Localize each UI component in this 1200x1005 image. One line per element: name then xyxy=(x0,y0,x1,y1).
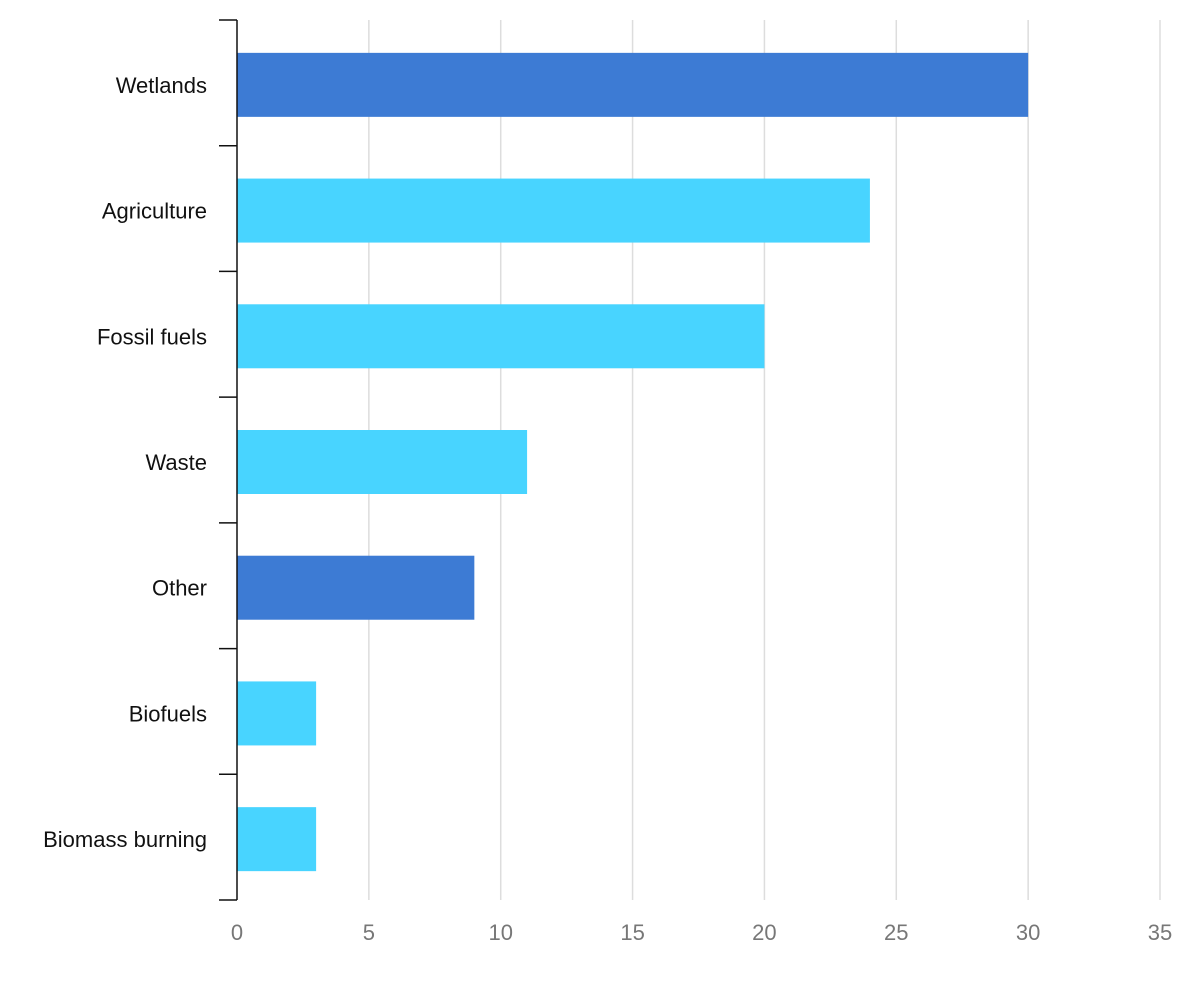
bar-waste xyxy=(237,430,528,494)
bar-other xyxy=(237,555,475,620)
bar-agriculture xyxy=(237,178,870,243)
x-tick-label: 15 xyxy=(620,920,644,945)
category-label: Fossil fuels xyxy=(97,324,207,349)
x-tick-label: 20 xyxy=(752,920,776,945)
bar-biomass-burning xyxy=(237,807,317,872)
bar-biofuels xyxy=(237,681,317,746)
x-tick-label: 5 xyxy=(363,920,375,945)
labels: 0 5 10 15 20 25 30 35 Wetlands Agriculture Fossil … xyxy=(43,73,1172,945)
bars xyxy=(237,52,1029,872)
gridlines xyxy=(368,20,1161,900)
category-label: Other xyxy=(152,576,207,601)
axes xyxy=(219,19,238,901)
category-label: Biomass burning xyxy=(43,827,207,852)
category-label: Agriculture xyxy=(102,199,207,224)
x-tick-label: 0 xyxy=(231,920,243,945)
x-tick-label: 10 xyxy=(488,920,512,945)
category-label: Biofuels xyxy=(129,701,207,726)
category-label: Waste xyxy=(145,450,207,475)
bar-fossil-fuels xyxy=(237,304,765,369)
x-tick-label: 25 xyxy=(884,920,908,945)
x-tick-label: 35 xyxy=(1148,920,1172,945)
bar-wetlands xyxy=(237,52,1029,117)
x-tick-label: 30 xyxy=(1016,920,1040,945)
category-label: Wetlands xyxy=(116,73,207,98)
